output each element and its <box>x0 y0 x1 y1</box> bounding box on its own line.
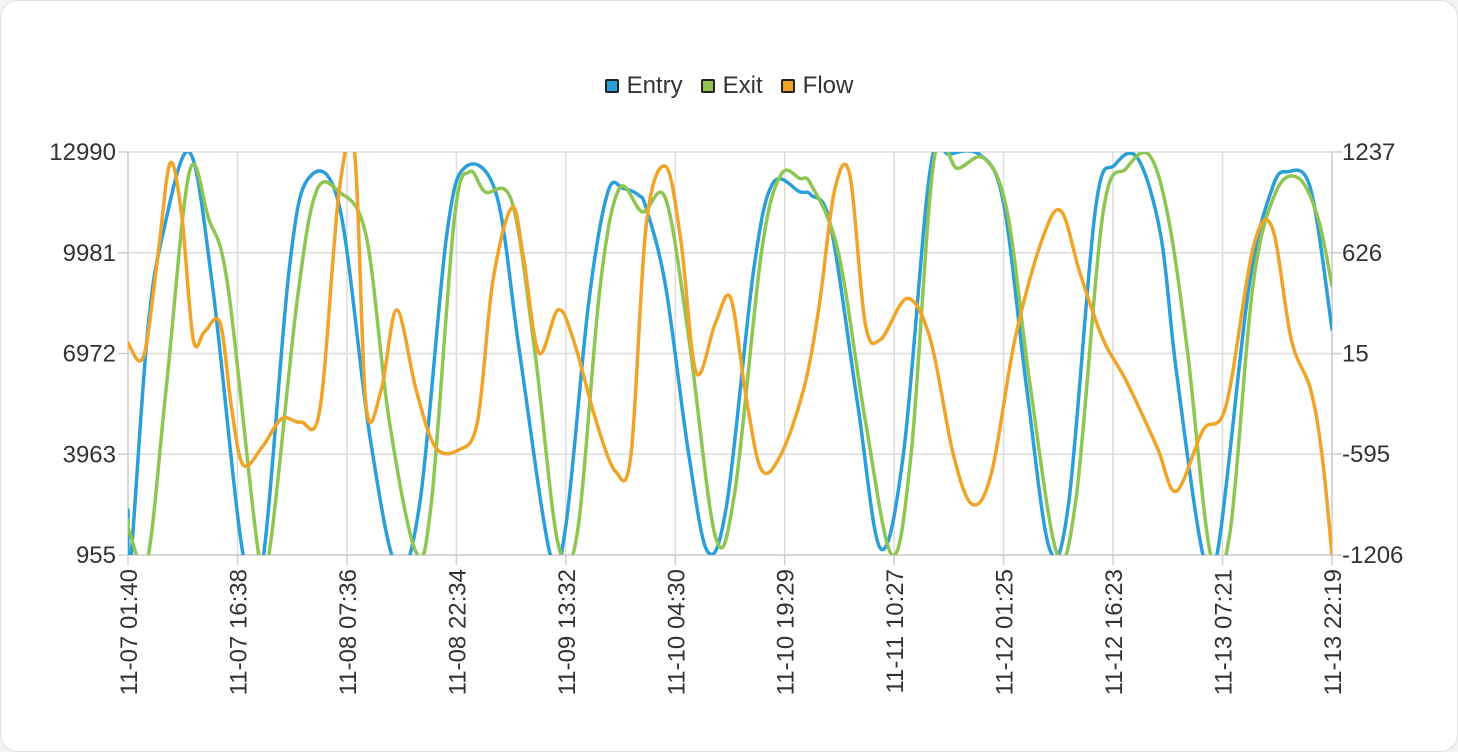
series-line-exit <box>128 152 1332 555</box>
right-tick-label: 1237 <box>1342 139 1395 166</box>
legend-swatch-flow <box>780 79 795 93</box>
legend-swatch-entry <box>604 79 619 93</box>
x-tick-label: 11-09 13:32 <box>554 569 581 695</box>
right-tick-label: 626 <box>1342 240 1382 267</box>
left-tick-label: 3963 <box>63 441 116 468</box>
series-line-entry <box>128 152 1332 555</box>
right-tick-label: -595 <box>1342 441 1390 468</box>
legend-label-exit: Exit <box>722 72 763 99</box>
right-tick-label: -1206 <box>1342 542 1403 569</box>
legend: Entry Exit Flow <box>0 72 1458 100</box>
x-tick-label: 11-12 16:23 <box>1101 569 1128 695</box>
x-tick-label: 11-12 01:25 <box>992 569 1019 695</box>
right-tick-label: 15 <box>1342 341 1369 368</box>
series-group <box>128 152 1332 555</box>
left-tick-label: 955 <box>76 542 116 569</box>
legend-item-flow[interactable]: Flow <box>780 72 854 100</box>
series-line-flow <box>128 152 1332 555</box>
left-tick-label: 6972 <box>63 341 116 368</box>
legend-item-exit[interactable]: Exit <box>700 72 763 100</box>
x-tick-label: 11-13 07:21 <box>1211 569 1238 695</box>
x-tick-label: 11-10 04:30 <box>663 569 690 695</box>
legend-swatch-exit <box>700 79 715 93</box>
legend-label-entry: Entry <box>626 72 683 99</box>
x-tick-label: 11-11 10:27 <box>882 569 909 694</box>
x-tick-label: 11-08 22:34 <box>444 569 471 695</box>
legend-item-entry[interactable]: Entry <box>604 72 683 100</box>
x-tick-label: 11-07 16:38 <box>225 569 252 695</box>
legend-label-flow: Flow <box>802 72 854 99</box>
x-tick-label: 11-13 22:19 <box>1320 569 1347 695</box>
x-tick-label: 11-08 07:36 <box>335 569 362 695</box>
x-tick-label: 11-10 19:29 <box>773 569 800 695</box>
left-tick-label: 9981 <box>63 240 116 267</box>
left-tick-label: 12990 <box>49 139 116 166</box>
x-tick-label: 11-07 01:40 <box>116 569 143 695</box>
